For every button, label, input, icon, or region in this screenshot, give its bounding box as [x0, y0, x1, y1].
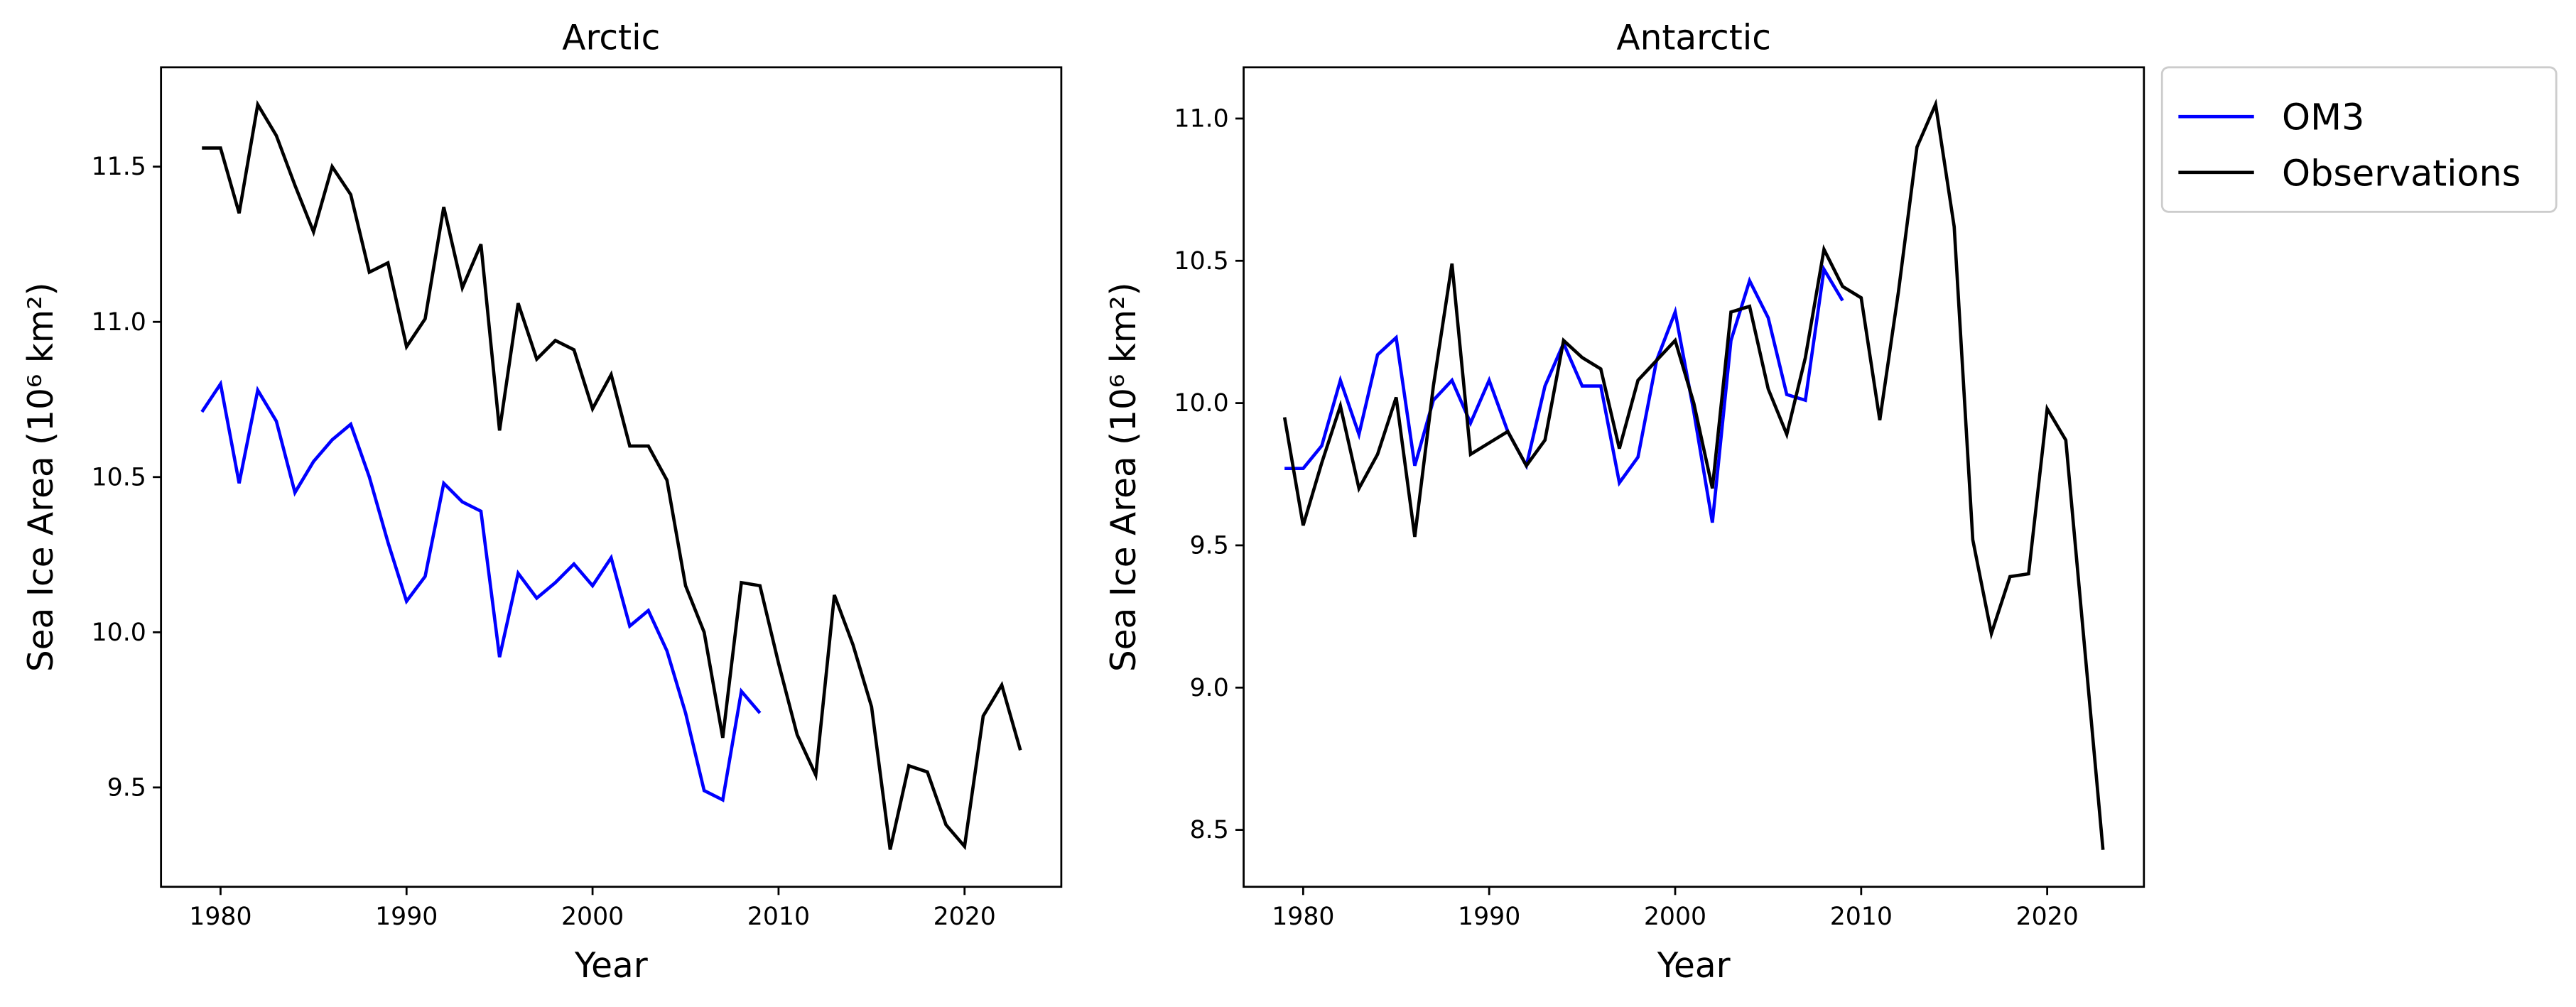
x-tick-label: 1990	[375, 903, 438, 931]
legend-label: Observations	[2282, 152, 2521, 194]
chart-title: Antarctic	[1616, 18, 1771, 58]
chart-title: Arctic	[562, 18, 660, 58]
y-tick-label: 9.5	[107, 773, 146, 802]
x-axis-label: Year	[574, 946, 648, 986]
y-tick-label: 10.5	[92, 463, 146, 491]
y-axis-label: Sea Ice Area (10⁶ km²)	[21, 282, 61, 672]
x-tick-label: 2020	[933, 903, 996, 931]
legend-label: OM3	[2282, 97, 2364, 138]
series-line	[200, 379, 762, 802]
x-tick-label: 2000	[1644, 903, 1706, 931]
y-tick-label: 11.0	[92, 308, 146, 337]
series-line	[202, 99, 1022, 851]
series-line	[1284, 264, 1844, 523]
x-axis-label: Year	[1657, 946, 1731, 986]
x-tick-label: 2000	[561, 903, 624, 931]
legend-box	[2160, 66, 2558, 213]
x-tick-label: 1980	[189, 903, 251, 931]
y-axis-label: Sea Ice Area (10⁶ km²)	[1104, 282, 1144, 672]
y-tick-label: 10.0	[92, 619, 146, 647]
series-line	[1282, 98, 2105, 850]
y-tick-label: 11.5	[92, 153, 146, 181]
y-tick-label: 9.0	[1190, 674, 1229, 702]
y-tick-label: 8.5	[1190, 816, 1229, 844]
y-tick-label: 9.5	[1190, 531, 1229, 560]
x-tick-label: 2020	[2016, 903, 2079, 931]
y-tick-label: 10.5	[1174, 247, 1229, 276]
x-tick-label: 1980	[1272, 903, 1334, 931]
plot-frame	[1243, 66, 2145, 888]
plot-frame	[160, 66, 1063, 888]
x-tick-label: 2010	[747, 903, 810, 931]
x-tick-label: 1990	[1458, 903, 1520, 931]
y-tick-label: 10.0	[1174, 389, 1229, 418]
x-tick-label: 2010	[1830, 903, 1893, 931]
y-tick-label: 11.0	[1174, 104, 1229, 133]
